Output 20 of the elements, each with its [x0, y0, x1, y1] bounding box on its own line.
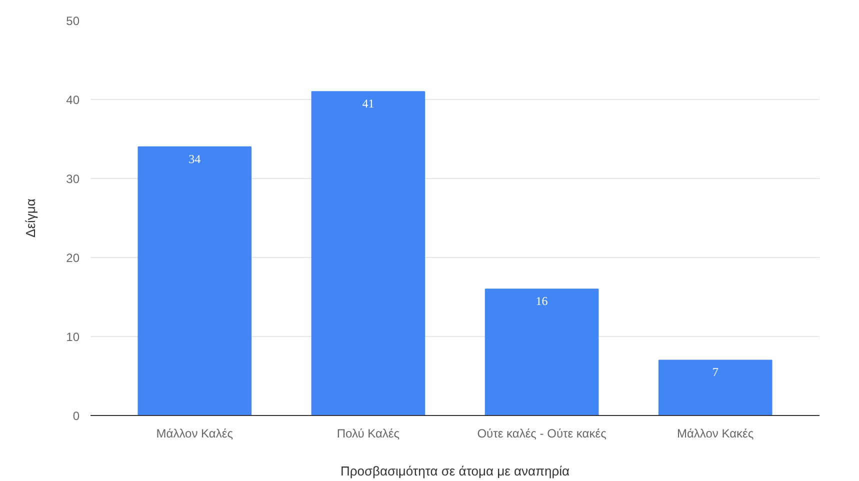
- data-label: 16: [536, 294, 548, 308]
- x-tick-label: Πολύ Καλές: [336, 426, 400, 440]
- data-label: 7: [712, 365, 718, 380]
- y-axis-title: Δείγμα: [23, 198, 38, 238]
- x-tick-label: Μάλλον Καλές: [156, 426, 234, 440]
- y-tick-label: 20: [66, 251, 80, 265]
- y-tick-label: 30: [66, 172, 80, 186]
- y-tick-label: 0: [72, 409, 80, 423]
- y-tick-label: 40: [66, 93, 80, 107]
- bar: [138, 146, 252, 416]
- bar: [484, 288, 599, 416]
- bar: [311, 91, 426, 416]
- data-label: 34: [188, 152, 201, 166]
- bar: [658, 360, 772, 416]
- x-axis-title: Προσβασιμότητα σε άτομα με αναπηρία: [340, 464, 570, 478]
- x-tick-label: Μάλλον Κακές: [677, 426, 754, 440]
- y-tick-label: 50: [66, 14, 80, 28]
- data-label: 41: [362, 96, 374, 111]
- y-tick-label: 10: [66, 330, 80, 344]
- x-tick-label: Ούτε καλές - Ούτε κακές: [477, 426, 607, 440]
